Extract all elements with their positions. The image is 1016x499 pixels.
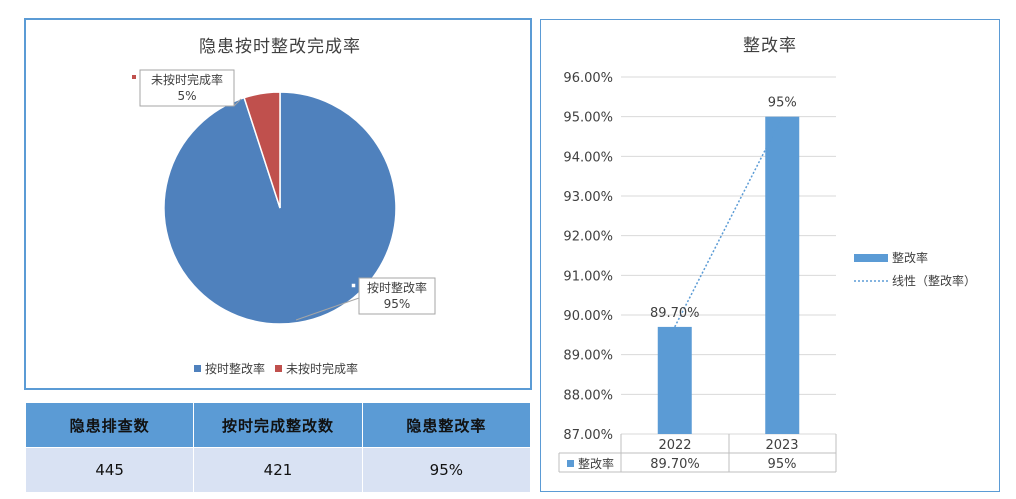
pie-slice-late [243,91,281,209]
pie-legend-label-late: 未按时完成率 [286,361,358,376]
bar-table-series-swatch [567,460,574,467]
bar-chart-title: 整改率 [743,36,797,56]
pie-label-name-ontime: 按时整改率 [367,280,427,295]
pie-chart-svg: 隐患按时整改完成率 未按时完成率 5% 按时整改率 95% 按时整改率 未按时完… [132,37,436,376]
summary-header-fixed-on-time: 按时完成整改数 [193,402,363,448]
pie-label-box-late [139,69,235,107]
bar-table-category-2023: 2023 [765,438,798,453]
bar-2023 [765,116,800,435]
pie-legend-label-ontime: 按时整改率 [205,361,265,376]
bar-y-tick-label: 95.00% [563,111,613,126]
pie-label-box-ontime [358,277,436,315]
summary-header-fix-rate: 隐患整改率 [361,402,532,448]
bar-legend-label-trendline: 线性（整改率） [892,273,976,288]
table-row: 445 421 95% [24,447,532,493]
bar-legend-swatch-series [854,254,888,262]
pie-chart-panel: 隐患按时整改完成率 未按时完成率 5% 按时整改率 95% 按时整改率 未按时完… [24,18,532,390]
bar-table-value-2022: 89.70% [650,457,700,472]
pie-label-value-late: 5% [177,89,196,103]
summary-cell-fix-rate: 95% [361,447,532,493]
bar-chart-y-ticks: 87.00% 88.00% 89.00% 90.00% 91.00% 92.00% 93.0… [563,71,613,443]
bar-table-category-2022: 2022 [658,438,691,453]
summary-cell-hazards-found: 445 [24,447,195,493]
pie-label-value-ontime: 95% [384,297,411,311]
bar-table-value-2023: 95% [768,457,797,472]
pie-label-key-ontime [350,282,357,289]
bar-trendline [674,116,783,328]
bar-chart-data-labels: 89.70% 95% [650,96,797,321]
pie-chart-title: 隐患按时整改完成率 [199,37,361,57]
bar-chart-trendline-group [674,116,783,328]
bar-y-tick-label: 92.00% [563,230,613,245]
pie-label-key-late [132,75,136,79]
bar-y-tick-label: 90.00% [563,309,613,324]
bar-y-tick-label: 96.00% [563,71,613,86]
summary-table-header-row: 隐患排查数 按时完成整改数 隐患整改率 [24,402,532,448]
bar-data-label-2023: 95% [768,96,797,111]
bar-y-tick-label: 93.00% [563,190,613,205]
bar-y-tick-label: 87.00% [563,428,613,443]
bar-chart-gridlines [621,76,836,435]
bar-y-tick-label: 89.00% [563,349,613,364]
bar-data-label-2022: 89.70% [650,306,700,321]
summary-cell-fixed-on-time: 421 [193,447,363,493]
pie-leader-line-ontime [295,297,360,321]
pie-legend-swatch-ontime [194,365,201,372]
bar-table-series-name: 整改率 [578,456,614,471]
pie-slices [163,91,397,325]
bar-2022 [657,326,692,434]
bar-data-table: 2022 2023 整改率 89.70% 95% [558,434,837,473]
bar-chart-bars [657,116,800,435]
summary-table: 隐患排查数 按时完成整改数 隐患整改率 445 421 95% [24,402,532,493]
bar-legend-label-series: 整改率 [892,250,928,265]
bar-y-tick-label: 91.00% [563,269,613,284]
summary-header-hazards-found: 隐患排查数 [24,402,195,448]
pie-legend-swatch-late [275,365,282,372]
bar-chart-svg: 整改率 87.00% 88.00% 89.00% 90.00% 91.00% 92.00%… [558,36,976,473]
pie-label-name-late: 未按时完成率 [151,72,223,87]
bar-chart-panel: 整改率 87.00% 88.00% 89.00% 90.00% 91.00% 92.00%… [540,19,1000,492]
bar-y-tick-label: 88.00% [563,388,613,403]
bar-y-tick-label: 94.00% [563,150,613,165]
